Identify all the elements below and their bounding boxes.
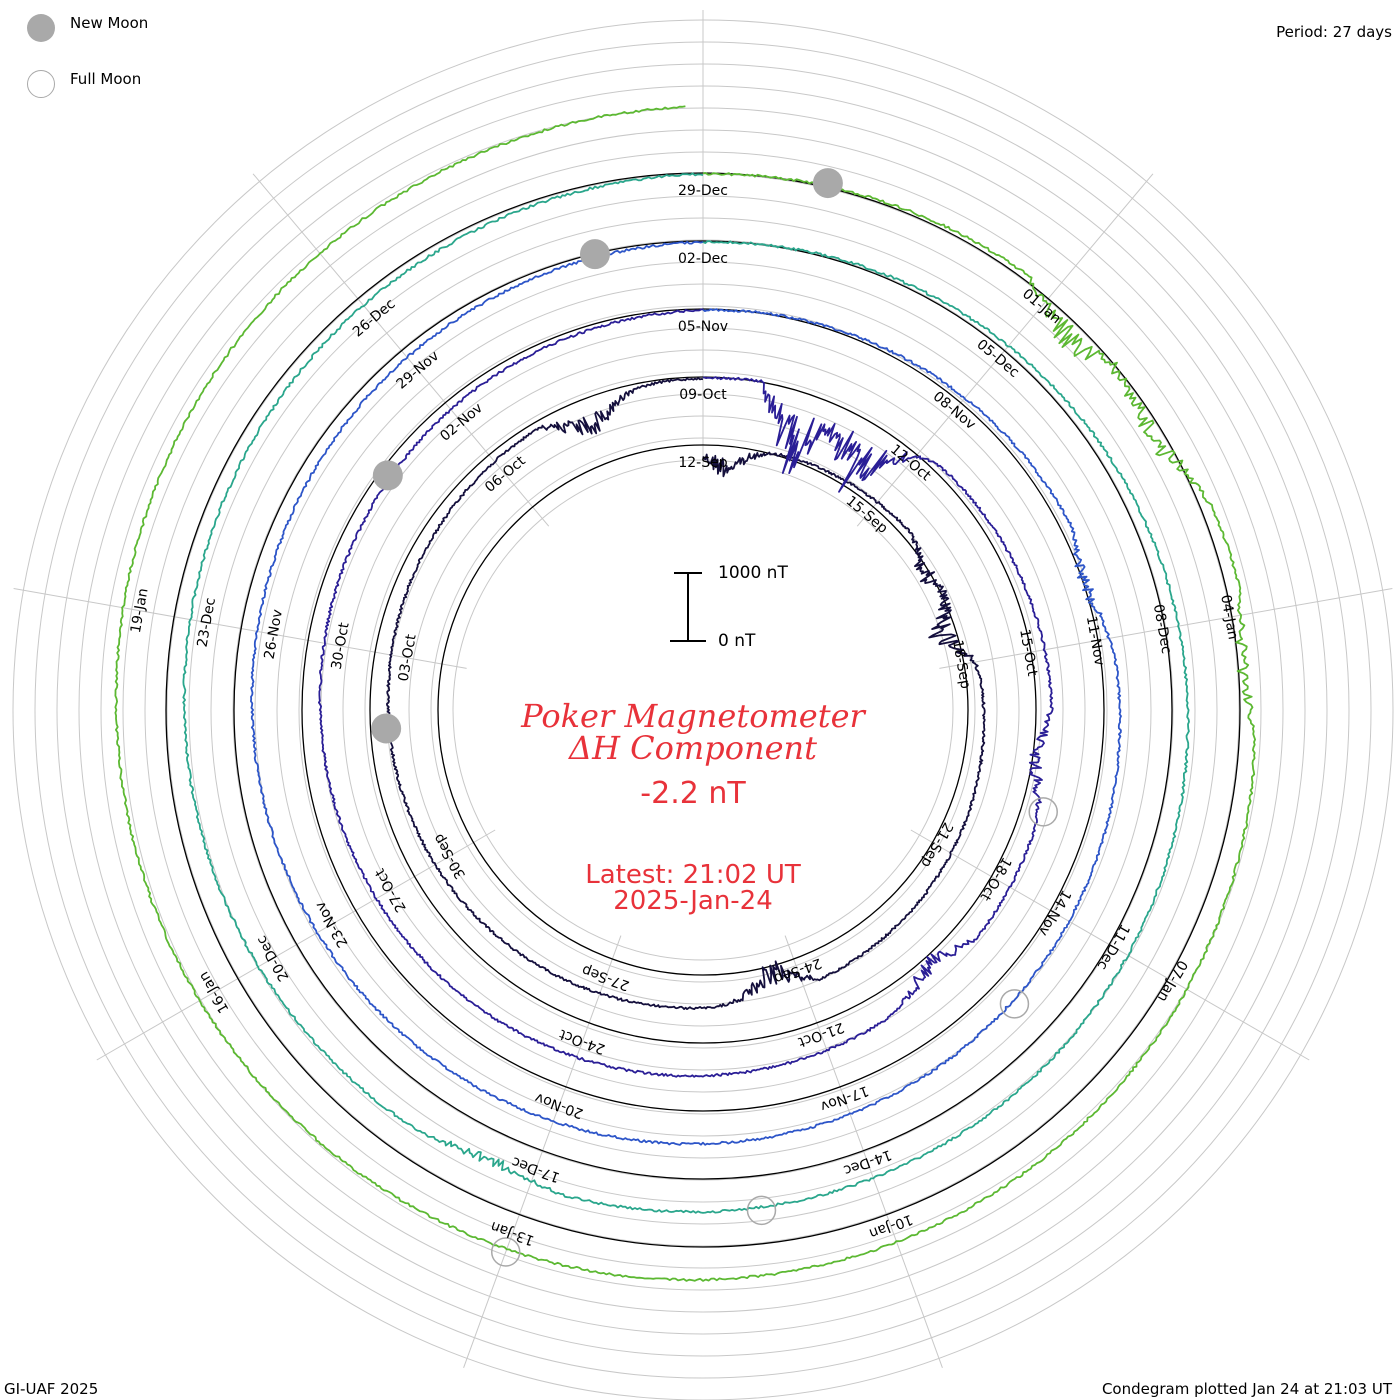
footer-credit: GI-UAF 2025	[4, 1380, 99, 1398]
date-tick-label: 08-Nov	[930, 389, 979, 434]
grid-spoke	[910, 829, 1310, 1061]
grid-spoke	[96, 829, 496, 1061]
date-tick-label: 02-Dec	[678, 251, 728, 267]
date-tick-label: 09-Oct	[679, 387, 727, 403]
full-moon-marker	[490, 1237, 521, 1267]
date-tick-label: 17-Dec	[510, 1153, 562, 1185]
full-moon-marker	[746, 1195, 777, 1226]
grid-spoke	[463, 935, 622, 1368]
latest-date: 2025-Jan-24	[613, 886, 773, 916]
date-tick-label: 15-Sep	[843, 493, 891, 537]
date-tick-label: 04-Jan	[1217, 594, 1241, 641]
date-tick-label: 20-Dec	[254, 933, 293, 984]
grid-spoke	[856, 173, 1154, 527]
series-trace-rev-1	[386, 377, 986, 1010]
baseline-ring	[233, 240, 1173, 1180]
full-moon-legend-label: Full Moon	[70, 70, 142, 88]
full-moon-marker	[1028, 797, 1058, 827]
new-moon-legend-icon	[27, 14, 55, 42]
new-moon-marker	[371, 713, 402, 744]
chart-title-line2: ΔH Component	[568, 729, 818, 767]
date-tick-label: 02-Nov	[437, 400, 486, 445]
full-moon-legend-icon	[27, 70, 55, 98]
footer-plotted: Condegram plotted Jan 24 at 21:03 UT	[1101, 1380, 1392, 1398]
scale-bar-top-label: 1000 nT	[718, 563, 788, 583]
chart-title-line1: Poker Magnetometer	[521, 697, 865, 735]
date-tick-label: 29-Nov	[394, 348, 443, 393]
new-moon-marker	[372, 460, 403, 491]
grid-spoke	[784, 935, 943, 1368]
date-tick-label: 18-Sep	[949, 639, 973, 690]
series-trace-rev-3	[250, 240, 1122, 1146]
latest-time: Latest: 21:02 UT	[585, 860, 801, 890]
date-tick-label: 19-Jan	[128, 587, 152, 634]
series-trace-rev-2	[318, 308, 1054, 1078]
date-tick-label: 05-Nov	[678, 319, 728, 335]
baseline-ring	[437, 444, 969, 976]
date-tick-label: 11-Dec	[1094, 921, 1133, 972]
scale-bar-bottom-label: 0 nT	[718, 631, 756, 651]
date-tick-label: 13-Jan	[489, 1218, 537, 1249]
period-label: Period: 27 days	[1276, 23, 1392, 41]
grid-spoke	[252, 173, 550, 527]
series-trace-rev-5	[114, 105, 1256, 1282]
new-moon-marker	[812, 168, 843, 199]
date-tick-label: 16-Jan	[196, 969, 232, 1016]
series-trace-rev-4	[182, 172, 1190, 1214]
date-tick-label: 15-Oct	[1016, 628, 1040, 678]
baseline-ring	[369, 376, 1037, 1044]
date-tick-label: 29-Dec	[678, 183, 728, 199]
full-moon-marker	[999, 989, 1030, 1019]
date-tick-label: 08-Dec	[1150, 603, 1174, 655]
date-tick-label: 03-Oct	[396, 633, 420, 683]
current-value: -2.2 nT	[640, 776, 746, 811]
date-tick-label: 06-Oct	[482, 453, 529, 496]
new-moon-legend-label: New Moon	[70, 14, 149, 32]
date-tick-label: 23-Dec	[195, 597, 219, 649]
new-moon-marker	[579, 239, 610, 270]
date-tick-label: 07-Jan	[1154, 957, 1190, 1004]
baseline-ring	[301, 308, 1105, 1112]
grid-spoke	[939, 587, 1393, 669]
date-tick-label: 26-Dec	[350, 296, 399, 340]
date-tick-label: 12-Sep	[678, 455, 727, 471]
